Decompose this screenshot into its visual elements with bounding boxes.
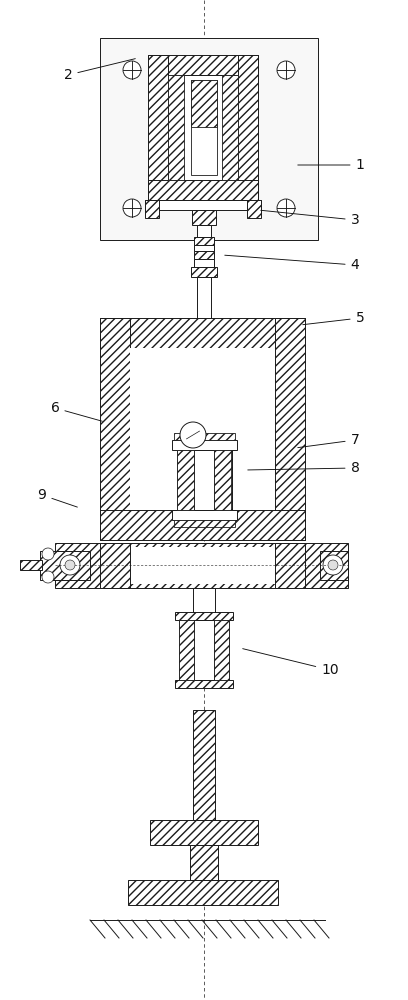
Bar [247, 200, 261, 218]
Bar [55, 551, 83, 580]
Bar [177, 450, 194, 510]
Bar [100, 543, 130, 588]
Bar [130, 348, 275, 510]
Bar [191, 80, 217, 175]
Circle shape [277, 199, 295, 217]
Bar [175, 612, 233, 620]
Bar [194, 251, 214, 259]
Bar [191, 267, 217, 277]
Bar [194, 237, 214, 245]
Circle shape [60, 555, 80, 575]
Bar [168, 75, 238, 180]
Text: 4: 4 [225, 255, 359, 272]
Bar [55, 543, 348, 588]
Bar [192, 210, 216, 225]
Text: 9: 9 [38, 488, 78, 507]
Bar [193, 588, 215, 628]
Bar [148, 180, 258, 200]
Bar [100, 510, 305, 540]
Text: 10: 10 [243, 649, 339, 677]
Bar [172, 440, 237, 450]
Bar [179, 620, 194, 680]
Bar [100, 318, 305, 348]
Bar [179, 620, 229, 680]
Bar [190, 845, 218, 880]
Text: 1: 1 [298, 158, 364, 172]
Bar [191, 80, 217, 127]
Circle shape [123, 61, 141, 79]
Bar [100, 318, 130, 540]
Bar [130, 547, 275, 584]
Text: 5: 5 [303, 311, 364, 325]
Bar [172, 510, 237, 520]
Circle shape [328, 560, 338, 570]
Circle shape [123, 199, 141, 217]
Circle shape [323, 555, 343, 575]
Bar [197, 277, 211, 318]
Bar [150, 820, 258, 845]
Bar [177, 450, 232, 510]
Bar [238, 55, 258, 200]
Bar [100, 38, 318, 240]
Bar [174, 520, 235, 527]
Bar [128, 880, 278, 905]
Bar [194, 259, 214, 267]
Circle shape [277, 61, 295, 79]
Text: 8: 8 [248, 461, 359, 475]
Bar [194, 450, 214, 510]
Bar [197, 225, 211, 237]
Circle shape [65, 560, 75, 570]
Bar [194, 620, 214, 680]
Circle shape [42, 571, 54, 583]
Bar [40, 551, 90, 580]
Bar [222, 75, 238, 180]
Bar [174, 433, 235, 440]
Bar [214, 620, 229, 680]
Text: 2: 2 [64, 59, 135, 82]
Bar [145, 200, 261, 210]
Text: 6: 6 [51, 401, 102, 421]
Bar [194, 245, 214, 251]
Circle shape [180, 422, 206, 448]
Bar [320, 551, 348, 580]
Bar [193, 710, 215, 820]
Bar [145, 200, 159, 218]
Circle shape [42, 548, 54, 560]
Bar [175, 680, 233, 688]
Bar [168, 75, 184, 180]
Text: 3: 3 [261, 210, 359, 227]
Bar [20, 560, 42, 570]
Bar [214, 450, 231, 510]
Bar [275, 318, 305, 540]
Bar [275, 543, 305, 588]
Bar [148, 55, 168, 200]
Text: 7: 7 [298, 433, 359, 448]
Bar [148, 55, 258, 75]
